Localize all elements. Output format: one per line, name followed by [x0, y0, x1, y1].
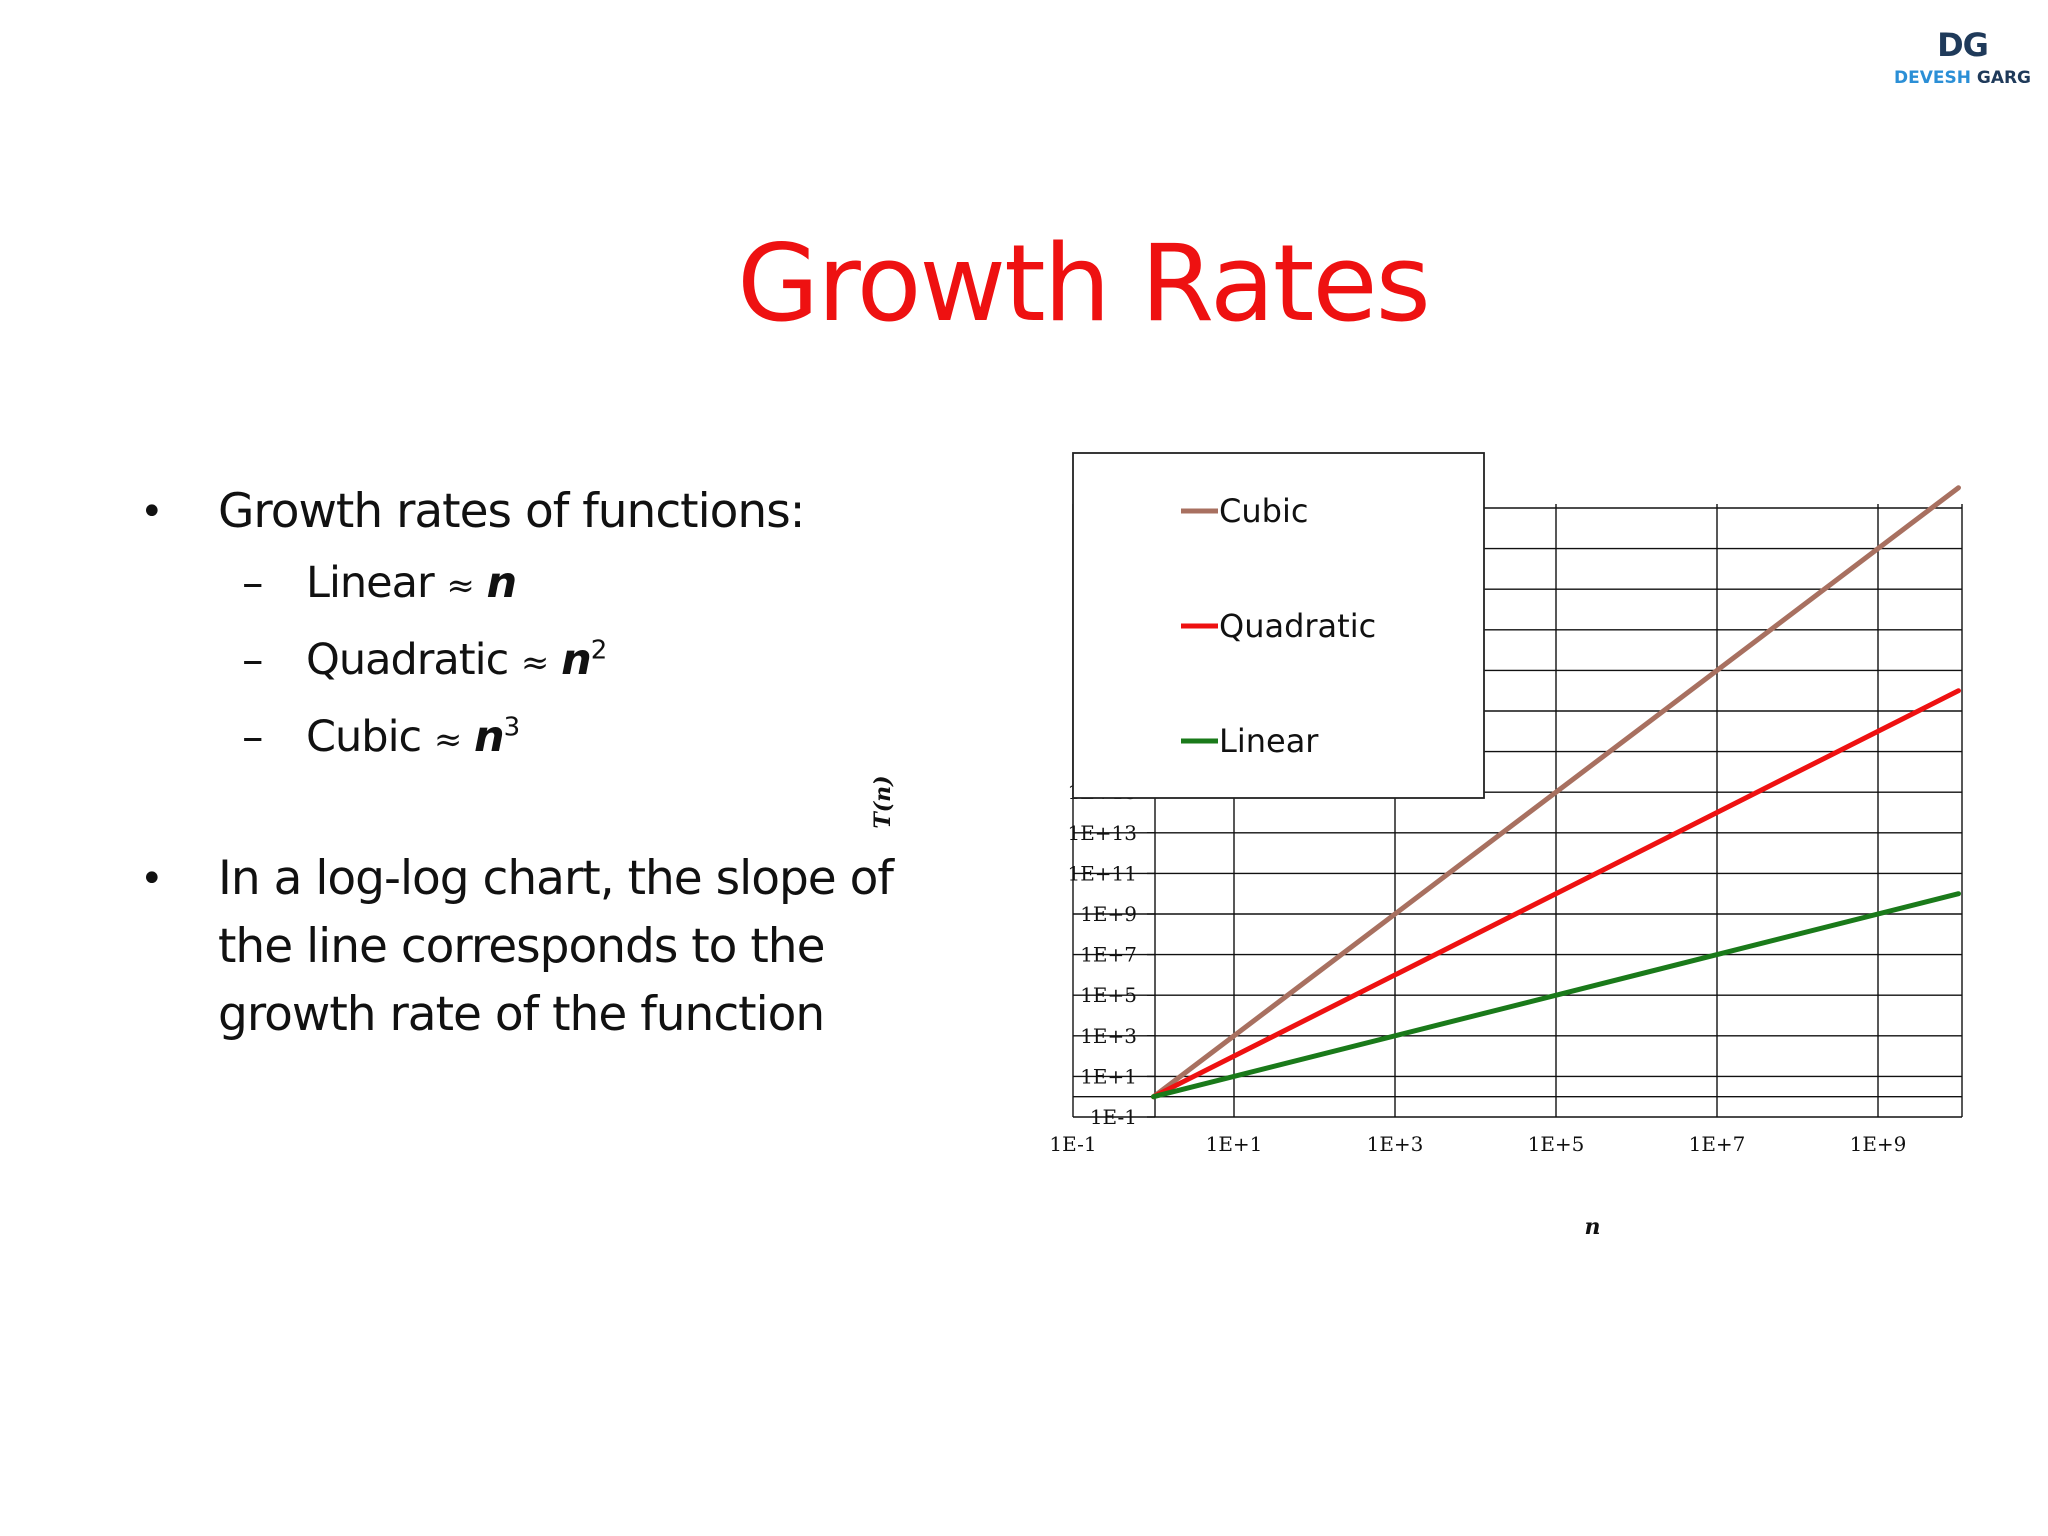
logo: DG DEVESH GARG	[1890, 26, 2035, 96]
y-tick-label: 1E+13	[1067, 821, 1137, 845]
sub-item-quadratic: – Quadratic ≈ n2	[138, 623, 898, 700]
dash-icon: –	[242, 558, 263, 608]
approx-symbol: ≈	[446, 566, 474, 606]
series-line-quadratic	[1151, 688, 1961, 1100]
x-tick-label: 1E-1	[1049, 1132, 1096, 1156]
logo-text: DEVESH GARG	[1890, 68, 2035, 88]
y-axis-title: T(n)	[870, 775, 896, 828]
bullet-item-growth-rates: • Growth rates of functions:	[138, 478, 898, 546]
sub-item-label: Cubic	[306, 712, 422, 762]
x-tick-label: 1E+7	[1689, 1132, 1746, 1156]
bullet-text: Growth rates of functions:	[218, 484, 806, 539]
bullet-text: In a log-log chart, the slope of the lin…	[218, 851, 894, 1042]
sub-item-linear: – Linear ≈ n	[138, 546, 898, 623]
exponent: 3	[503, 712, 521, 743]
legend-label-linear: Linear	[1219, 722, 1319, 760]
sub-item-cubic: – Cubic ≈ n3	[138, 700, 898, 777]
y-tick-label: 1E-1	[1090, 1105, 1137, 1129]
bullet-item-log-log: • In a log-log chart, the slope of the l…	[138, 845, 898, 1049]
logo-mark: DG	[1937, 26, 1989, 64]
bullet-dot-icon: •	[140, 489, 164, 535]
y-tick-label: 1E+3	[1080, 1024, 1137, 1048]
series-line-linear	[1151, 891, 1961, 1100]
legend-label-quadratic: Quadratic	[1219, 607, 1376, 645]
exponent: 2	[590, 635, 608, 666]
variable-n: n	[474, 712, 505, 762]
variable-n: n	[486, 558, 517, 608]
y-tick-label: 1E+9	[1080, 902, 1137, 926]
approx-symbol: ≈	[433, 720, 462, 760]
x-tick-label: 1E+3	[1367, 1132, 1424, 1156]
y-tick-label: 1E+5	[1080, 983, 1137, 1007]
logo-last-name: GARG	[1976, 68, 2032, 88]
sub-item-label: Quadratic	[306, 635, 509, 685]
series-line-cubic	[1151, 485, 1961, 1100]
x-axis-title: n	[1585, 1214, 1601, 1240]
y-tick-label: 1E+1	[1080, 1064, 1137, 1088]
bullet-list: • Growth rates of functions: – Linear ≈ …	[138, 478, 898, 1049]
chart-legend	[1072, 452, 1485, 799]
x-tick-label: 1E+5	[1528, 1132, 1585, 1156]
approx-symbol: ≈	[520, 643, 549, 683]
variable-n: n	[561, 635, 592, 685]
dash-icon: –	[242, 712, 263, 762]
slide-title: Growth Rates	[737, 222, 1431, 345]
y-tick-label: 1E+7	[1080, 943, 1137, 967]
x-tick-label: 1E+9	[1850, 1132, 1907, 1156]
logo-first-name: DEVESH	[1893, 68, 1971, 88]
bullet-dot-icon: •	[140, 856, 164, 902]
legend-label-cubic: Cubic	[1219, 492, 1308, 530]
x-tick-label: 1E+1	[1206, 1132, 1263, 1156]
y-tick-label: 1E+11	[1067, 861, 1137, 885]
dash-icon: –	[242, 635, 263, 685]
sub-item-label: Linear	[306, 558, 435, 608]
